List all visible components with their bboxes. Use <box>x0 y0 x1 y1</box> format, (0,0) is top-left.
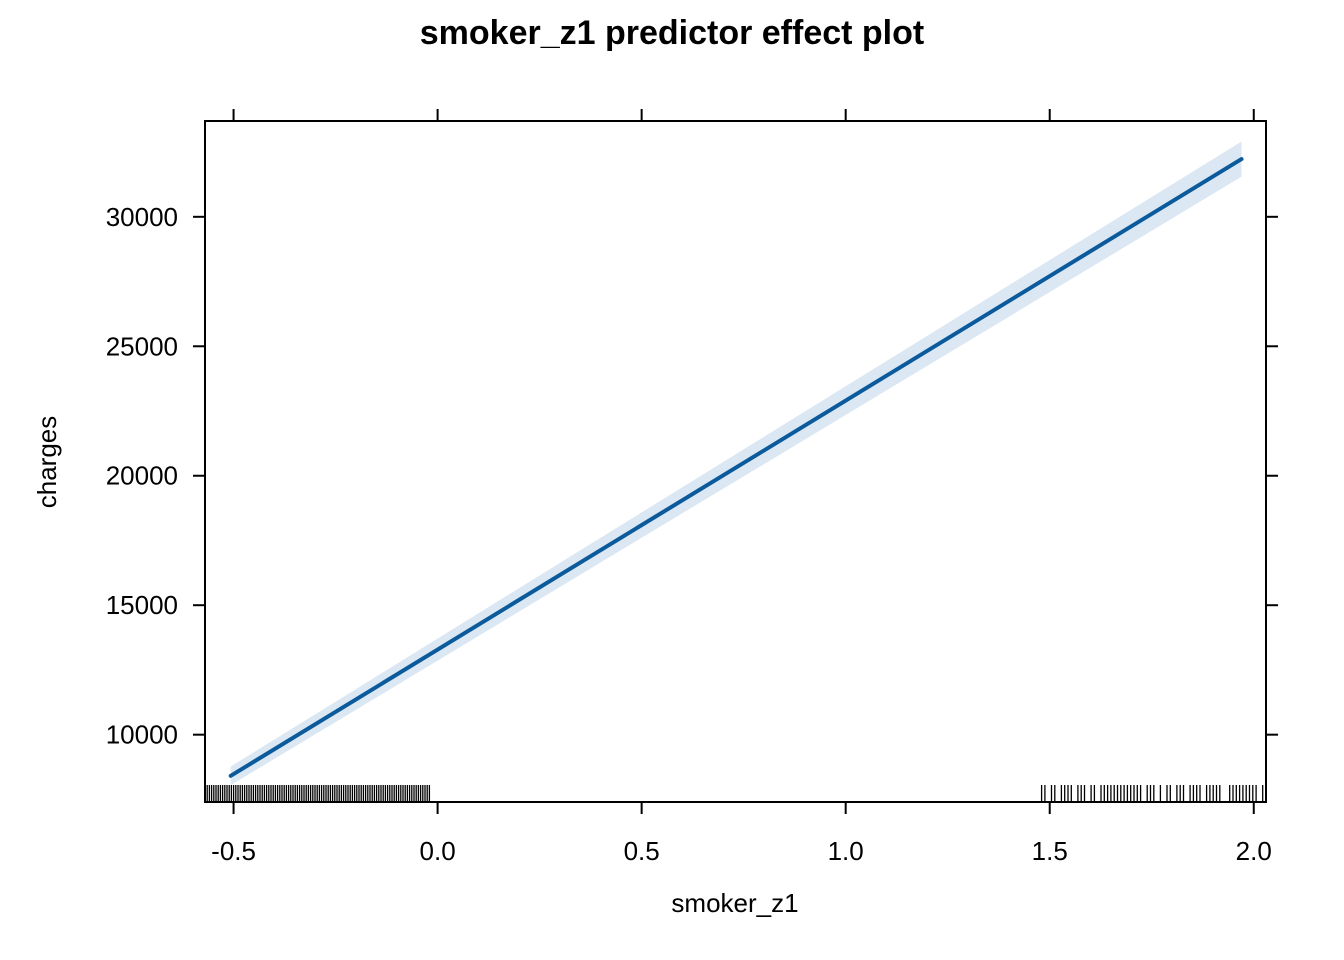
x-tick-label: 0.0 <box>420 836 456 866</box>
x-tick-label: 1.5 <box>1032 836 1068 866</box>
effect-line <box>228 157 1244 778</box>
confidence-band-layer <box>230 141 1242 786</box>
confidence-band <box>230 141 1242 786</box>
y-tick-label: 15000 <box>106 590 178 620</box>
x-tick-label: 0.5 <box>624 836 660 866</box>
x-axis-label: smoker_z1 <box>671 888 798 918</box>
y-axis-ticks: 10000 15000 20000 25000 30000 <box>106 202 1278 750</box>
x-tick-label: -0.5 <box>211 836 256 866</box>
y-tick-label: 30000 <box>106 202 178 232</box>
x-axis-ticks: -0.5 0.0 0.5 1.0 1.5 2.0 <box>211 109 1272 866</box>
x-tick-label: 2.0 <box>1236 836 1272 866</box>
y-tick-label: 20000 <box>106 461 178 491</box>
y-axis-label: charges <box>32 416 62 509</box>
x-tick-label: 1.0 <box>828 836 864 866</box>
rug-layer <box>204 785 1267 802</box>
chart-title: smoker_z1 predictor effect plot <box>420 14 924 52</box>
y-tick-label: 10000 <box>106 720 178 750</box>
effect-line-layer <box>228 157 1244 778</box>
y-tick-label: 25000 <box>106 331 178 361</box>
plot-frame <box>204 120 1267 803</box>
